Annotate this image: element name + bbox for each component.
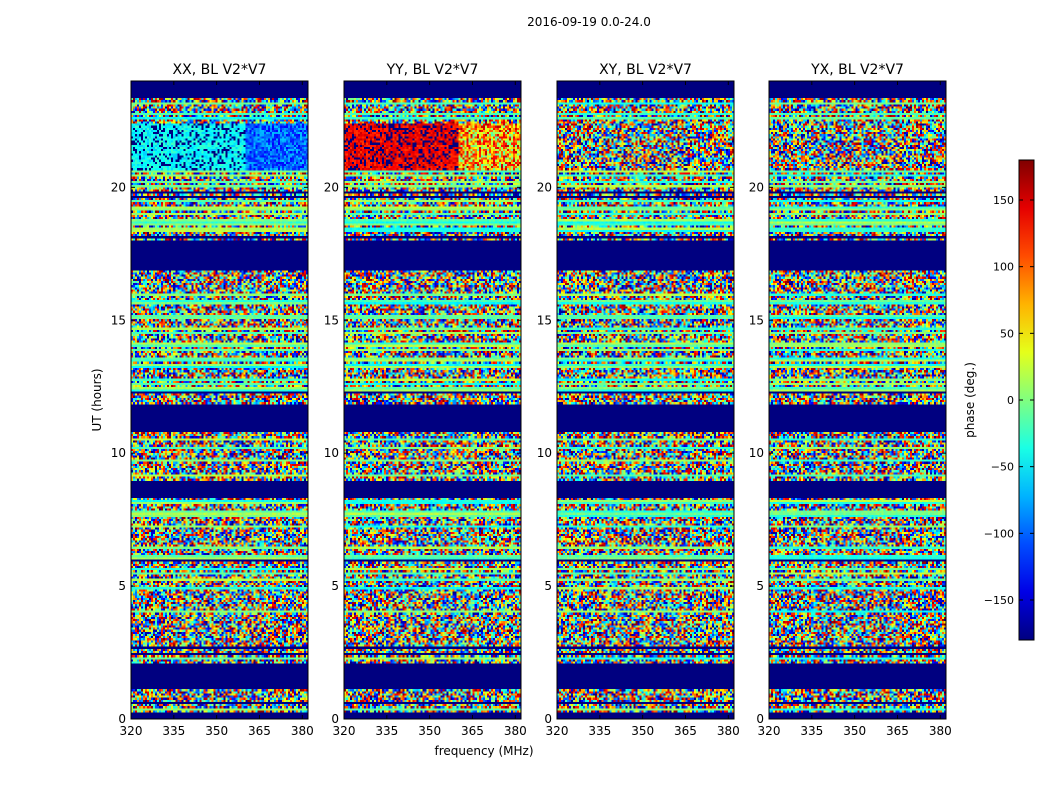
y-tick-label: 10 xyxy=(324,446,339,460)
colorbar-tick-label: 0 xyxy=(1007,394,1014,407)
x-tick-label: 320 xyxy=(333,724,356,738)
colorbar-label: phase (deg.) xyxy=(963,362,977,438)
x-tick-label: 335 xyxy=(162,724,185,738)
y-tick-label: 10 xyxy=(749,446,764,460)
x-tick-label: 320 xyxy=(758,724,781,738)
panel-1: XX, BL V2*V7 320 335 350 365 380 0 5 10 15 20 xyxy=(111,62,314,738)
y-tick-label: 15 xyxy=(324,313,339,327)
y-tick-label: 0 xyxy=(544,712,552,726)
phase-heatmap xyxy=(131,81,308,719)
x-tick-label: 365 xyxy=(886,724,909,738)
x-tick-label: 350 xyxy=(418,724,441,738)
colorbar-tick-label: −100 xyxy=(984,527,1014,540)
phase-heatmap xyxy=(557,81,734,719)
panel-title: YX, BL V2*V7 xyxy=(810,62,904,78)
x-tick-label: 365 xyxy=(248,724,271,738)
panel-frame xyxy=(343,80,522,720)
panel-4: YX, BL V2*V7 320 335 350 365 380 0 5 10 15 20 xyxy=(749,62,952,738)
colorbar: −150 −100 −50 0 50 100 150 phase (deg.) xyxy=(963,159,1035,641)
panel-title: XY, BL V2*V7 xyxy=(599,62,692,78)
x-tick-label: 365 xyxy=(461,724,484,738)
x-tick-label: 350 xyxy=(631,724,654,738)
x-tick-label: 380 xyxy=(717,724,740,738)
x-tick-label: 335 xyxy=(800,724,823,738)
y-tick-label: 5 xyxy=(118,579,126,593)
colorbar-tick-label: 100 xyxy=(993,261,1014,274)
x-tick-label: 320 xyxy=(546,724,569,738)
y-axis-label: UT (hours) xyxy=(90,368,104,431)
colorbar-tick-label: −50 xyxy=(991,461,1014,474)
y-tick-label: 0 xyxy=(331,712,339,726)
y-tick-label: 0 xyxy=(118,712,126,726)
panel-2: YY, BL V2*V7 320 335 350 365 380 0 5 10 15 20 xyxy=(324,62,527,738)
panel-title: XX, BL V2*V7 xyxy=(173,62,267,78)
y-tick-label: 15 xyxy=(111,313,126,327)
x-tick-label: 320 xyxy=(120,724,143,738)
y-tick-label: 20 xyxy=(111,180,126,194)
x-tick-label: 380 xyxy=(929,724,952,738)
x-tick-label: 335 xyxy=(375,724,398,738)
panel-title: YY, BL V2*V7 xyxy=(386,62,479,78)
phase-heatmap xyxy=(344,81,521,719)
y-tick-label: 20 xyxy=(324,180,339,194)
x-tick-label: 365 xyxy=(674,724,697,738)
colorbar-tick-label: 150 xyxy=(993,194,1014,207)
colorbar-tick-label: 50 xyxy=(1000,327,1014,340)
phase-heatmap xyxy=(769,81,946,719)
panel-frame xyxy=(768,80,947,720)
panel-frame xyxy=(130,80,309,720)
x-tick-label: 380 xyxy=(291,724,314,738)
y-tick-label: 5 xyxy=(544,579,552,593)
y-tick-label: 5 xyxy=(331,579,339,593)
y-tick-label: 20 xyxy=(537,180,552,194)
y-tick-label: 10 xyxy=(111,446,126,460)
x-tick-label: 350 xyxy=(843,724,866,738)
figure-title: 2016-09-19 0.0-24.0 xyxy=(527,15,651,29)
y-tick-label: 0 xyxy=(756,712,764,726)
y-tick-label: 20 xyxy=(749,180,764,194)
x-tick-label: 335 xyxy=(588,724,611,738)
panel-frame xyxy=(556,80,735,720)
y-tick-label: 15 xyxy=(537,313,552,327)
x-tick-label: 350 xyxy=(205,724,228,738)
colorbar-tick-label: −150 xyxy=(984,594,1014,607)
y-tick-label: 5 xyxy=(756,579,764,593)
x-tick-label: 380 xyxy=(504,724,527,738)
y-tick-label: 15 xyxy=(749,313,764,327)
panel-3: XY, BL V2*V7 320 335 350 365 380 0 5 10 15 20 xyxy=(537,62,740,738)
x-axis-label: frequency (MHz) xyxy=(434,744,533,758)
y-tick-label: 10 xyxy=(537,446,552,460)
